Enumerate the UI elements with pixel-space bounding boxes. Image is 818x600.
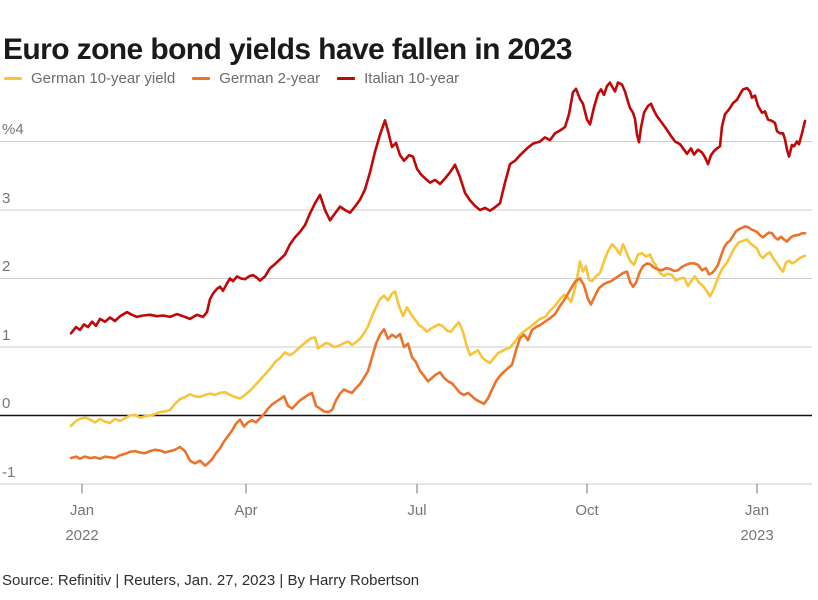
legend-item: German 10-year yield xyxy=(4,70,175,87)
legend-label: German 10-year yield xyxy=(31,70,176,87)
source-credit: Source: Refinitiv | Reuters, Jan. 27, 20… xyxy=(2,572,420,589)
y-tick-label: 2 xyxy=(2,258,11,275)
legend-item: German 2-year xyxy=(192,70,320,87)
x-tick-year-label: 2022 xyxy=(65,527,99,544)
x-tick-label: Jul xyxy=(407,502,427,519)
y-tick-label: %4 xyxy=(2,121,24,138)
y-tick-label: 1 xyxy=(2,326,11,344)
x-tick-label: Apr xyxy=(234,502,258,519)
y-tick-label: 0 xyxy=(2,395,11,412)
legend-dash-icon xyxy=(4,76,22,81)
legend-item: Italian 10-year xyxy=(337,70,459,87)
x-tick-label-group: Apr xyxy=(201,503,291,519)
x-tick-label: Jan xyxy=(69,502,95,519)
series-line-italian-10-year xyxy=(69,81,807,335)
legend-label: German 2-year xyxy=(219,70,321,87)
page-title: Euro zone bond yields have fallen in 202… xyxy=(3,33,573,67)
x-tick-label: Jan xyxy=(744,502,770,519)
series-line-german-2-year xyxy=(69,225,807,467)
x-tick-label-group: Jul xyxy=(372,503,462,519)
legend-dash-icon xyxy=(337,76,356,81)
legend-dash-icon xyxy=(192,76,211,81)
y-tick-label: 3 xyxy=(2,189,11,207)
x-tick-label-group: Jan 2022 xyxy=(37,503,127,544)
legend-label: Italian 10-year xyxy=(364,70,460,87)
x-tick-label: Oct xyxy=(575,502,599,519)
series-line-german-10-year-yield xyxy=(69,238,807,428)
x-tick-label-group: Oct xyxy=(542,503,632,519)
y-tick-label: -1 xyxy=(2,463,16,481)
chart-legend: German 10-year yield German 2-year Italian… xyxy=(4,70,459,87)
x-tick-year-label: 2023 xyxy=(740,527,774,544)
x-tick-label-group: Jan 2023 xyxy=(712,503,802,544)
